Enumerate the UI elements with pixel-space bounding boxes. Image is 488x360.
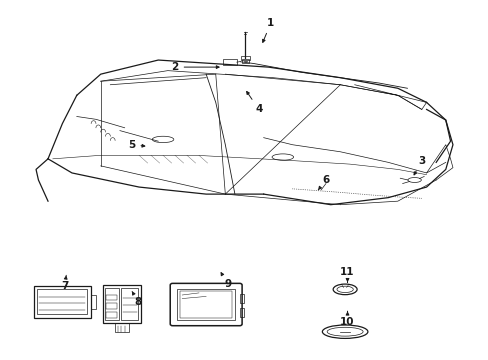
Bar xyxy=(103,285,140,323)
Bar xyxy=(38,289,87,314)
Bar xyxy=(239,308,243,317)
Bar xyxy=(239,294,243,303)
Text: 4: 4 xyxy=(246,91,262,114)
Bar xyxy=(121,288,137,320)
Text: 11: 11 xyxy=(340,267,354,282)
Text: 3: 3 xyxy=(413,156,425,175)
Text: 2: 2 xyxy=(171,62,219,72)
Text: 6: 6 xyxy=(318,175,329,190)
Text: 5: 5 xyxy=(128,140,144,150)
Text: 9: 9 xyxy=(221,273,231,289)
Bar xyxy=(177,289,234,320)
Text: 1: 1 xyxy=(262,18,274,42)
Text: 10: 10 xyxy=(340,311,354,327)
Bar xyxy=(223,59,236,65)
Bar xyxy=(105,288,119,320)
Bar xyxy=(106,303,117,309)
Bar xyxy=(106,312,117,318)
Bar xyxy=(242,59,248,63)
Bar xyxy=(106,294,117,300)
Bar xyxy=(34,286,91,318)
Bar xyxy=(91,294,96,309)
Bar xyxy=(180,291,232,318)
Text: 7: 7 xyxy=(61,275,68,291)
Text: 8: 8 xyxy=(132,292,142,307)
Bar xyxy=(115,323,128,332)
Bar xyxy=(240,56,250,60)
